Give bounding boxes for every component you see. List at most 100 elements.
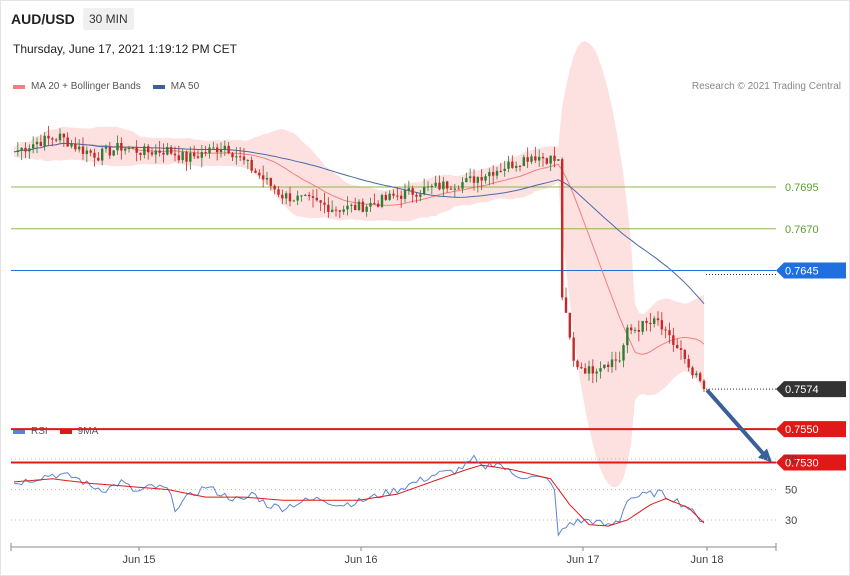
candle-body — [530, 156, 533, 162]
legend-item-ma50: MA 50 — [152, 81, 200, 92]
legend-swatch-9ma — [59, 429, 72, 434]
candle-body — [614, 359, 618, 361]
legend-swatch-rsi — [13, 429, 25, 434]
candle-body — [39, 141, 43, 147]
candle-body — [679, 348, 683, 350]
candle-body — [511, 161, 514, 168]
candle-body — [166, 147, 169, 155]
candle-body — [162, 152, 165, 155]
candle-body — [146, 146, 150, 153]
rsi-series-rsi — [13, 454, 705, 537]
candle-body — [522, 157, 526, 167]
level-tag-pivot — [776, 262, 846, 279]
candle-body — [330, 209, 334, 213]
candle-body — [683, 349, 687, 359]
candle-body — [292, 200, 296, 202]
candle-body — [70, 143, 73, 147]
candle-body — [66, 137, 69, 147]
rsi-series-9ma — [13, 464, 705, 527]
candle-body — [261, 175, 265, 180]
candle-body — [461, 182, 464, 189]
candle-body — [656, 318, 660, 321]
candle-body — [319, 200, 322, 203]
candle-body — [315, 197, 319, 201]
candle-body — [116, 142, 119, 151]
candle-body — [242, 156, 246, 161]
candle-body — [51, 138, 54, 140]
candle-body — [177, 155, 181, 161]
level-label-resistance: 0.7670 — [785, 224, 819, 236]
candle-body — [365, 206, 368, 212]
candle-body — [223, 145, 227, 150]
candle-body — [419, 194, 422, 197]
candle-body — [557, 159, 560, 161]
candle-body — [434, 182, 437, 186]
candle-body — [357, 201, 361, 211]
rsi-tick-label: 50 — [785, 485, 797, 497]
candle-body — [587, 366, 591, 374]
candle-body — [353, 204, 357, 211]
candle-body — [334, 209, 338, 211]
candle-body — [273, 185, 276, 190]
candle-body — [438, 182, 441, 190]
timeframe-button[interactable]: 30 MIN — [83, 8, 134, 30]
candle-body — [580, 367, 583, 369]
candle-body — [181, 151, 184, 161]
candle-body — [169, 147, 173, 154]
candle-body — [603, 364, 606, 369]
candle-body — [553, 155, 556, 161]
candle-body — [281, 194, 284, 199]
candle-body — [637, 329, 641, 332]
candle-body — [426, 186, 430, 188]
candle-body — [35, 141, 39, 145]
rsi-tick-label: 30 — [785, 515, 797, 527]
candle-body — [407, 188, 411, 191]
candle-body — [691, 367, 694, 376]
candle-body — [361, 201, 365, 212]
x-tick-label: Jun 15 — [122, 554, 155, 566]
candle-body — [85, 150, 89, 154]
candle-body — [196, 156, 200, 158]
candle-body — [254, 170, 257, 173]
candle-body — [208, 147, 211, 154]
legend-label-ma20: MA 20 + Bollinger Bands — [31, 81, 141, 92]
level-label-pivot: 0.7645 — [785, 266, 819, 278]
candle-body — [499, 170, 503, 172]
candle-body — [526, 157, 529, 162]
candle-body — [219, 149, 223, 153]
candle-body — [411, 188, 414, 195]
candle-body — [422, 187, 426, 195]
candle-body — [311, 196, 315, 198]
candle-body — [192, 152, 196, 157]
candle-body — [173, 153, 177, 156]
candle-body — [238, 156, 242, 158]
candle-body — [28, 148, 31, 152]
legend-label-9ma: 9MA — [77, 426, 99, 437]
rsi-legend: RSI 9MA — [13, 426, 110, 437]
legend-swatch-ma50 — [152, 84, 165, 89]
x-tick-label: Jun 16 — [344, 554, 377, 566]
candle-body — [495, 170, 499, 176]
x-tick-label: Jun 18 — [690, 554, 723, 566]
candle-body — [457, 188, 460, 190]
candle-body — [472, 176, 476, 183]
candle-body — [698, 373, 702, 381]
legend-label-ma50: MA 50 — [170, 81, 200, 92]
candle-body — [622, 345, 625, 361]
candle-body — [265, 178, 269, 180]
candle-body — [534, 156, 537, 161]
candle-body — [131, 147, 135, 149]
candle-body — [158, 150, 161, 153]
candle-body — [484, 176, 487, 181]
candle-body — [430, 185, 434, 187]
candle-body — [476, 177, 480, 183]
candle-body — [672, 335, 675, 345]
forecast-arrow-head — [758, 448, 772, 463]
candle-body — [277, 189, 280, 195]
candle-body — [323, 202, 326, 205]
level-label-support: 0.7530 — [785, 458, 819, 470]
candle-body — [212, 147, 215, 149]
candle-body — [518, 165, 522, 167]
candle-body — [327, 204, 330, 213]
